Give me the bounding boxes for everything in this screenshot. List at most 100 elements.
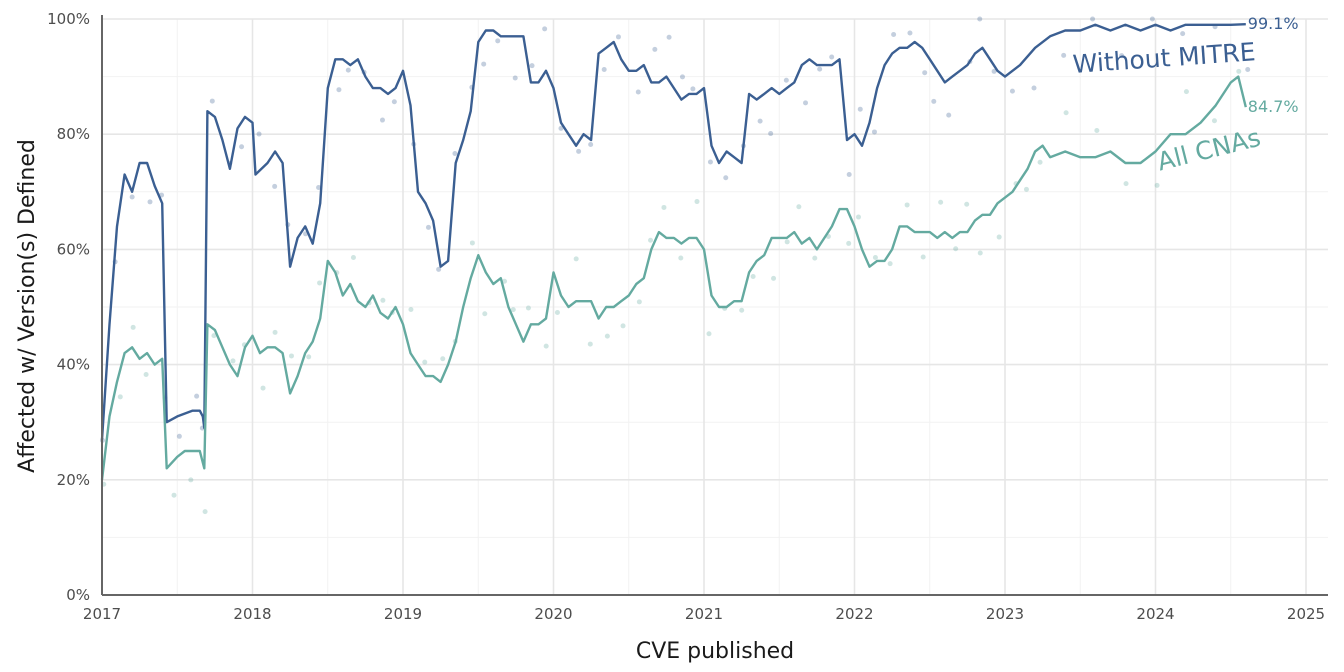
data-point xyxy=(1236,68,1242,74)
axes xyxy=(101,15,1328,596)
y-tick-label: 20% xyxy=(57,471,90,489)
data-point xyxy=(846,172,852,178)
data-point xyxy=(666,34,672,40)
scatter-points xyxy=(99,16,1251,515)
x-tick-label: 2018 xyxy=(233,605,271,623)
data-point xyxy=(750,274,756,280)
data-point xyxy=(601,67,607,73)
data-point xyxy=(188,477,194,483)
x-tick-label: 2022 xyxy=(835,605,873,623)
data-point xyxy=(771,275,777,281)
data-point xyxy=(587,341,593,347)
data-point xyxy=(604,333,610,339)
data-point xyxy=(904,202,910,208)
y-tick-label: 0% xyxy=(66,586,90,604)
data-point xyxy=(996,234,1002,240)
data-point xyxy=(117,394,123,400)
data-point xyxy=(469,240,475,246)
data-point xyxy=(648,237,654,243)
data-point xyxy=(272,329,278,335)
data-point xyxy=(147,199,153,205)
data-point xyxy=(922,70,928,76)
data-point xyxy=(796,204,802,210)
y-axis-title: Affected w/ Version(s) Defined xyxy=(15,139,40,473)
data-point xyxy=(576,148,582,154)
data-point xyxy=(422,359,428,365)
series-line-all-cnas xyxy=(100,75,1247,480)
data-point xyxy=(558,125,564,131)
data-point xyxy=(176,433,182,439)
data-point xyxy=(288,353,294,359)
series-lines xyxy=(100,23,1247,480)
data-point xyxy=(857,106,863,112)
data-point xyxy=(573,256,579,262)
data-point xyxy=(1037,159,1043,165)
data-point xyxy=(1183,89,1189,95)
y-tick-label: 100% xyxy=(47,10,90,28)
data-point xyxy=(1245,66,1251,72)
data-point xyxy=(871,129,877,135)
data-point xyxy=(336,87,342,93)
data-point xyxy=(946,112,952,118)
data-point xyxy=(817,66,823,72)
data-point xyxy=(661,204,667,210)
data-point xyxy=(211,333,217,339)
data-point xyxy=(938,199,944,205)
tick-labels: 2017 2018 2019 2020 2021 2022 2023 2024 2025 0% 20… xyxy=(47,10,1325,623)
data-point xyxy=(588,142,594,148)
data-point xyxy=(652,46,658,52)
data-point xyxy=(784,239,790,245)
data-point xyxy=(1211,118,1217,124)
data-point xyxy=(977,250,983,256)
data-point xyxy=(391,99,397,105)
series-end-value: 84.7% xyxy=(1248,97,1299,116)
data-point xyxy=(991,68,997,74)
data-point xyxy=(1149,16,1155,22)
data-point xyxy=(678,255,684,261)
data-point xyxy=(1063,110,1069,116)
data-point xyxy=(846,240,852,246)
data-point xyxy=(510,307,516,313)
y-tick-label: 40% xyxy=(57,356,90,374)
data-point xyxy=(920,254,926,260)
data-point xyxy=(425,224,431,230)
data-point xyxy=(495,38,501,44)
x-tick-label: 2025 xyxy=(1287,605,1325,623)
data-point xyxy=(482,311,488,317)
x-tick-label: 2021 xyxy=(685,605,723,623)
data-point xyxy=(964,201,970,207)
data-point xyxy=(679,74,685,80)
data-point xyxy=(615,34,621,40)
data-point xyxy=(272,183,278,189)
data-point xyxy=(1094,127,1100,133)
x-tick-label: 2023 xyxy=(986,605,1024,623)
data-point xyxy=(1009,88,1015,94)
data-point xyxy=(723,175,729,181)
data-point xyxy=(194,393,200,399)
data-point xyxy=(380,297,386,303)
data-point xyxy=(739,307,745,313)
data-point xyxy=(953,246,959,252)
data-point xyxy=(1180,31,1186,37)
x-tick-label: 2017 xyxy=(83,605,121,623)
data-point xyxy=(260,385,266,391)
data-point xyxy=(829,54,835,60)
data-point xyxy=(543,343,549,349)
data-point xyxy=(803,100,809,106)
data-point xyxy=(440,356,446,362)
x-tick-label: 2024 xyxy=(1136,605,1174,623)
data-point xyxy=(707,159,713,165)
data-point xyxy=(202,509,208,515)
data-point xyxy=(345,67,351,73)
series-end-value: 99.1% xyxy=(1248,14,1299,33)
series-line-without-mitre xyxy=(100,23,1246,440)
data-point xyxy=(887,261,893,267)
data-point xyxy=(542,26,548,32)
data-point xyxy=(931,98,937,104)
data-point xyxy=(379,117,385,123)
data-point xyxy=(171,492,177,498)
data-point xyxy=(1119,53,1125,59)
grid-minor-lines xyxy=(102,19,1328,595)
data-point xyxy=(317,280,323,286)
